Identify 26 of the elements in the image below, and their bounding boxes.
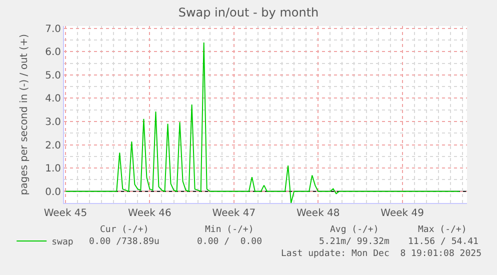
legend-label: swap xyxy=(52,238,74,248)
text: 0.00 /738.89u xyxy=(89,237,160,247)
y-axis-title: pages per second in (-) / out (+) xyxy=(19,34,30,196)
text: Last update: Mon Dec 8 19:01:08 2025 xyxy=(281,249,482,259)
text: 11.56 / 54.41 xyxy=(408,237,478,247)
y-tick-label: 7.0 xyxy=(45,24,61,35)
y-tick-label: 5.0 xyxy=(45,70,61,82)
y-tick-label: 4.0 xyxy=(45,94,61,105)
y-tick-label: 0.0 xyxy=(45,186,61,198)
text: Min (-/+) xyxy=(205,225,254,235)
x-tick-label: Week 48 xyxy=(296,208,340,219)
text: Max (-/+) xyxy=(418,225,467,235)
y-tick-label: 1.0 xyxy=(45,164,61,175)
x-tick-label: Week 46 xyxy=(128,208,172,219)
y-tick-label: 6.0 xyxy=(45,47,61,58)
x-tick-label: Week 45 xyxy=(44,208,88,219)
line-series xyxy=(65,42,460,203)
chart-title: Swap in/out - by month xyxy=(178,6,319,20)
text: Cur (-/+) xyxy=(100,225,149,235)
text: 5.21m/ 99.32m xyxy=(319,237,390,247)
y-tick-label: 3.0 xyxy=(45,116,61,128)
x-tick-label: Week 49 xyxy=(380,208,424,219)
x-tick-label: Week 47 xyxy=(212,208,256,219)
text: Avg (-/+) xyxy=(330,225,379,235)
y-tick-label: 2.0 xyxy=(45,140,61,152)
text: 0.00 / 0.00 xyxy=(197,237,262,247)
